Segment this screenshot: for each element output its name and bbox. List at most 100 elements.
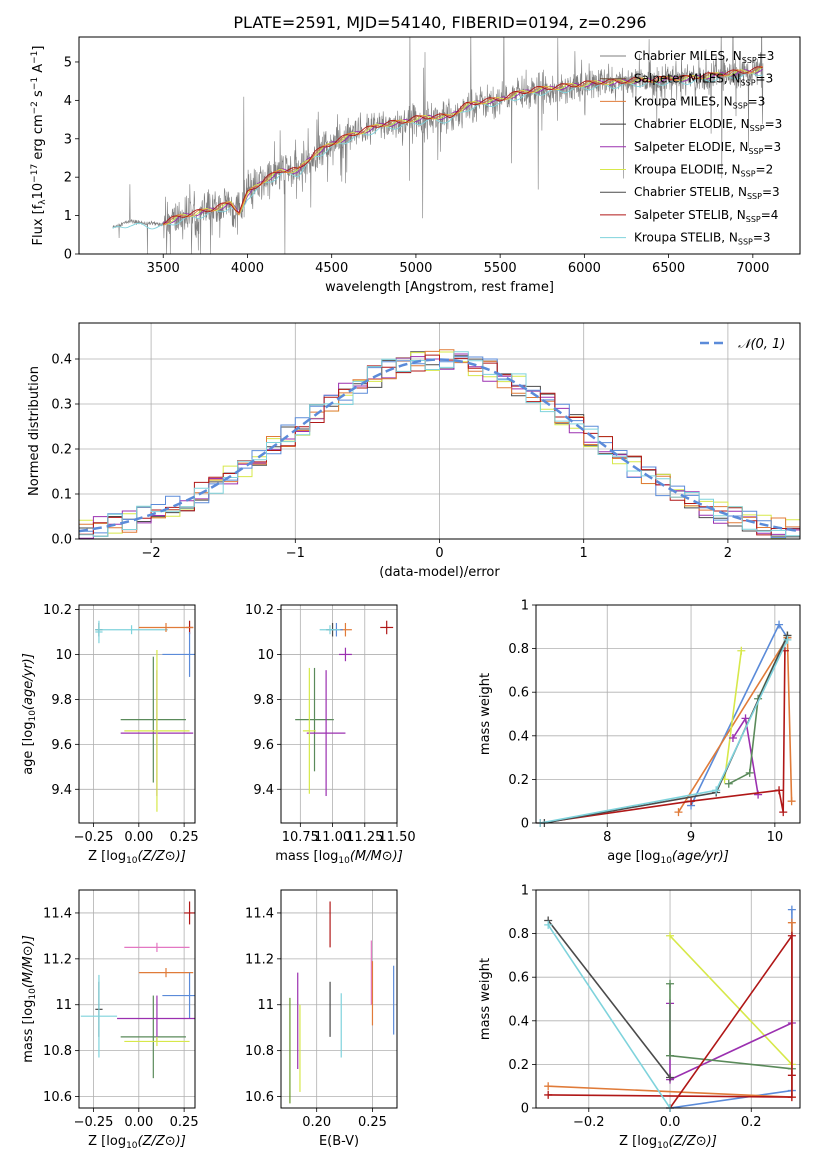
mass_vs_z-ytick-label: 11.4 bbox=[43, 906, 72, 921]
spectrum-legend-label: Chabrier ELODIE, NSSP=3 bbox=[634, 117, 782, 133]
mass_vs_z-xtick-label: −0.25 bbox=[74, 1115, 114, 1130]
mass_vs_z-ytick-label: 11.2 bbox=[43, 952, 72, 967]
weight_vs_age-xtick-label: 10 bbox=[767, 830, 784, 845]
spectrum-ytick-label: 4 bbox=[64, 94, 72, 109]
weight_vs_z-series-line bbox=[669, 1003, 793, 1081]
weight_vs_age-series-line bbox=[544, 635, 789, 823]
mass_vs_ebv-panel: 0.20 0.25 10.6 10.8 11 11.2 11.4 E(B-V) bbox=[245, 889, 398, 1149]
weight_vs_z-point-marker bbox=[666, 979, 675, 988]
weight_vs_age-point-marker bbox=[674, 808, 683, 817]
mass_vs_ebv-ytick-label: 11.2 bbox=[245, 952, 274, 967]
mass_vs_ebv-ytick-label: 11.4 bbox=[245, 906, 274, 921]
spectrum-xtick-label: 4000 bbox=[231, 261, 264, 276]
weight_vs_age-xtick-label: 8 bbox=[603, 830, 611, 845]
spectrum-xtick-label: 3500 bbox=[147, 261, 180, 276]
residuals-xtick-label: 1 bbox=[580, 546, 588, 561]
spectrum-frame bbox=[78, 36, 801, 255]
age_vs_mass-ytick-label: 9.6 bbox=[253, 738, 274, 753]
residuals-xtick-label: −1 bbox=[286, 546, 305, 561]
weight_vs_z-series-line bbox=[547, 920, 671, 1078]
weight_vs_age-point-marker bbox=[712, 786, 721, 795]
weight_vs_z-point-marker bbox=[787, 1093, 796, 1102]
age_vs_z-panel: −0.25 0.00 0.25 9.4 9.6 9.8 10 10.2 Z [log10(Z/Z… bbox=[21, 603, 199, 866]
age_vs_z-ylabel: age [log10(age/yr)] bbox=[21, 653, 38, 775]
mass_vs_z-xtick-label: 0.00 bbox=[124, 1115, 153, 1130]
weight_vs_age-ytick-label: 0.6 bbox=[508, 686, 529, 701]
mass_vs_z-xtick-label: 0.25 bbox=[170, 1115, 199, 1130]
residuals-ytick-label: 0.2 bbox=[51, 443, 72, 458]
mass_vs_ebv-frame bbox=[280, 889, 398, 1109]
spectrum-ylabel: Flux [fλ10−17 erg cm−2 s−1 A−1] bbox=[30, 46, 48, 246]
residual-histogram bbox=[79, 356, 800, 539]
weight_vs_age-ytick-label: 0.4 bbox=[508, 729, 529, 744]
residual-histogram bbox=[79, 354, 800, 536]
weight_vs_age-series-line bbox=[540, 639, 789, 823]
weight_vs_age-xlabel: age [log10(age/yr)] bbox=[607, 849, 729, 866]
mass_vs_z-xlabel: Z [log10(Z/Z⊙)] bbox=[88, 1134, 186, 1151]
mass_vs_z-ylabel: mass [log10(M/M⊙)] bbox=[21, 935, 38, 1063]
age_vs_z-xtick-label: 0.25 bbox=[170, 830, 199, 845]
age_vs_mass-ytick-label: 10 bbox=[257, 648, 274, 663]
spectrum-ytick-label: 5 bbox=[64, 55, 72, 70]
weight_vs_age-point-marker bbox=[779, 808, 788, 817]
spectrum-ytick-label: 2 bbox=[64, 171, 72, 186]
weight_vs_z-panel: −0.2 0.0 0.2 0 0.2 0.4 0.6 0.8 1 Z [log10(Z/Z⊙)] m… bbox=[478, 884, 801, 1151]
weight_vs_z-ytick-label: 0.4 bbox=[508, 1014, 529, 1029]
spectrum-xtick-label: 6000 bbox=[568, 261, 601, 276]
spectrum-legend-label: Salpeter MILES, NSSP=3 bbox=[634, 72, 773, 88]
figure-title: PLATE=2591, MJD=54140, FIBERID=0194, z=0… bbox=[233, 13, 646, 32]
mass_vs_z-ytick-label: 11 bbox=[55, 998, 72, 1013]
weight_vs_age-point-marker bbox=[754, 790, 763, 799]
age_vs_mass-xtick-label: 10.75 bbox=[282, 830, 319, 845]
age_vs_z-ytick-label: 10 bbox=[55, 648, 72, 663]
age_vs_mass-xtick-label: 11.25 bbox=[346, 830, 383, 845]
weight_vs_age-ytick-label: 0 bbox=[521, 817, 529, 832]
spectrum-xtick-label: 5000 bbox=[399, 261, 432, 276]
residuals-xtick-label: 0 bbox=[435, 546, 443, 561]
spectrum-ytick-label: 1 bbox=[64, 209, 72, 224]
spectrum-legend-label: Salpeter ELODIE, NSSP=3 bbox=[634, 140, 781, 156]
weight_vs_z-ytick-label: 0.8 bbox=[508, 927, 529, 942]
weight_vs_z-frame bbox=[535, 889, 801, 1109]
age_vs_mass-xtick-label: 11.00 bbox=[314, 830, 351, 845]
residuals-frame bbox=[78, 322, 801, 540]
weight_vs_z-point-marker bbox=[787, 905, 796, 914]
weight_vs_age-ylabel: mass weight bbox=[478, 673, 493, 755]
spectrum-data-line bbox=[112, 37, 764, 254]
weight_vs_z-xtick-label: −0.2 bbox=[573, 1115, 605, 1130]
mass_vs_z-ytick-label: 10.8 bbox=[43, 1044, 72, 1059]
age_vs_z-frame bbox=[78, 604, 196, 824]
age_vs_z-ytick-label: 9.6 bbox=[51, 738, 72, 753]
spectrum-legend-label: Chabrier MILES, NSSP=3 bbox=[634, 49, 774, 65]
weight_vs_z-point-marker bbox=[666, 931, 675, 940]
spectrum-ytick-label: 3 bbox=[64, 132, 72, 147]
age_vs_z-ytick-label: 9.4 bbox=[51, 783, 72, 798]
weight_vs_age-panel: 8 9 10 0 0.2 0.4 0.6 0.8 1 age [log10(age/yr)] mas… bbox=[478, 599, 801, 866]
residuals-panel: −2 −1 0 1 2 0.0 0.1 0.2 0.3 0.4 (data-model)/error… bbox=[27, 322, 801, 580]
weight_vs_age-point-marker bbox=[745, 768, 754, 777]
weight_vs_z-series-line bbox=[669, 935, 793, 1065]
weight_vs_z-ylabel: mass weight bbox=[478, 958, 493, 1040]
mass_vs_z-ytick-label: 10.6 bbox=[43, 1090, 72, 1105]
gaussian-curve bbox=[79, 358, 800, 533]
spectrum-xtick-label: 4500 bbox=[315, 261, 348, 276]
spectrum-xtick-label: 7000 bbox=[736, 261, 769, 276]
weight_vs_z-point-marker bbox=[666, 1051, 675, 1060]
age_vs_z-xtick-label: −0.25 bbox=[74, 830, 114, 845]
mass_vs_ebv-ytick-label: 11 bbox=[257, 998, 274, 1013]
weight_vs_z-xtick-label: 0.2 bbox=[741, 1115, 762, 1130]
mass_vs_z-frame bbox=[78, 889, 196, 1109]
weight_vs_z-xlabel: Z [log10(Z/Z⊙)] bbox=[619, 1134, 717, 1151]
weight_vs_age-point-marker bbox=[724, 779, 733, 788]
mass_vs_ebv-xtick-label: 0.20 bbox=[302, 1115, 331, 1130]
weight_vs_age-point-marker bbox=[783, 635, 792, 644]
weight_vs_z-point-marker bbox=[544, 1090, 553, 1099]
weight_vs_z-ytick-label: 0.6 bbox=[508, 971, 529, 986]
weight_vs_z-series-line bbox=[669, 909, 793, 1108]
spectrum-model-line bbox=[162, 66, 763, 225]
weight_vs_z-point-marker bbox=[787, 918, 796, 927]
spectrum-xlabel: wavelength [Angstrom, rest frame] bbox=[325, 280, 554, 295]
weight_vs_age-xtick-label: 9 bbox=[687, 830, 695, 845]
weight_vs_age-point-marker bbox=[728, 733, 737, 742]
